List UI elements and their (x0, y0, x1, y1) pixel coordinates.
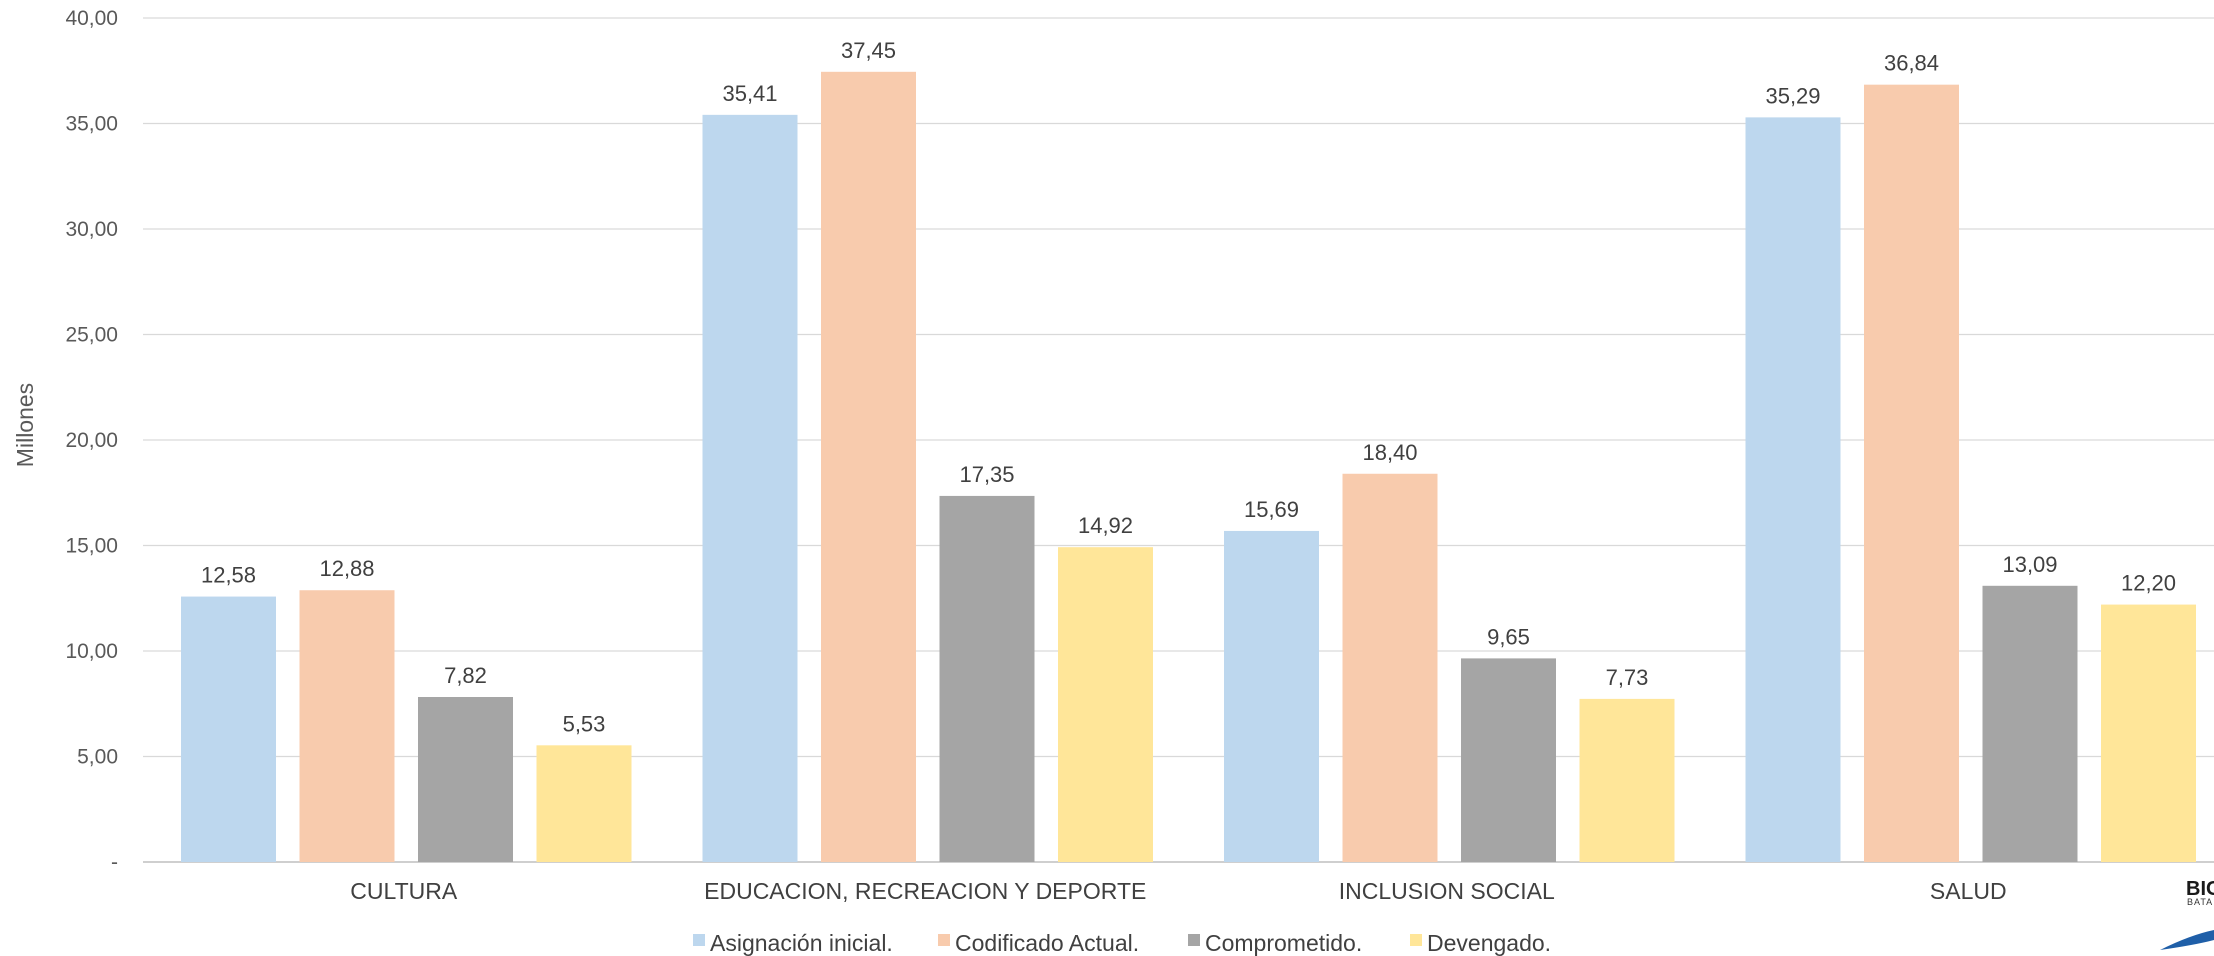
data-label: 14,92 (1078, 513, 1133, 538)
data-label: 35,29 (1765, 83, 1820, 108)
y-tick-label: 20,00 (65, 429, 118, 452)
data-label: 35,41 (722, 81, 777, 106)
y-axis-label: Millones (12, 383, 38, 467)
data-labels: 12,58 12,88 7,82 5,53 35,41 37,45 17,35 14,92 15… (201, 38, 2176, 737)
legend-label: Devengado. (1427, 930, 1551, 956)
data-label: 7,73 (1606, 665, 1649, 690)
y-tick-label: 40,00 (65, 7, 118, 30)
legend-label: Codificado Actual. (955, 930, 1139, 956)
data-label: 17,35 (959, 462, 1014, 487)
bar (1579, 698, 1675, 862)
bar (1461, 658, 1556, 862)
legend-swatch (938, 934, 950, 946)
data-label: 12,58 (201, 563, 256, 588)
data-label: 7,82 (444, 663, 487, 688)
data-label: 12,88 (319, 556, 374, 581)
data-label: 36,84 (1884, 51, 1939, 76)
brand-logo: BIG BATA (2160, 878, 2214, 950)
bar (181, 596, 276, 862)
data-label: 15,69 (1244, 497, 1299, 522)
x-category-label: CULTURA (350, 878, 458, 904)
bar (1224, 530, 1319, 862)
logo-subtext: BATA (2187, 897, 2213, 907)
legend-swatch (1410, 934, 1422, 946)
bar (939, 495, 1035, 862)
legend-label: Comprometido. (1205, 930, 1362, 956)
data-label: 37,45 (841, 38, 896, 63)
y-tick-label: 30,00 (65, 218, 118, 241)
logo-text: BIG (2186, 878, 2214, 900)
data-label: 18,40 (1362, 440, 1417, 465)
bar (1058, 547, 1153, 862)
x-category-label: SALUD (1930, 878, 2007, 904)
y-tick-label: 5,00 (77, 746, 118, 769)
bar (418, 696, 513, 862)
legend-swatch (693, 934, 705, 946)
bar (2101, 604, 2196, 862)
bar (1982, 585, 2078, 862)
legend-label: Asignación inicial. (710, 930, 893, 956)
bar (299, 590, 395, 862)
y-tick-label: 10,00 (65, 640, 118, 663)
bar (536, 745, 632, 862)
data-label: 13,09 (2002, 552, 2057, 577)
data-label: 9,65 (1487, 624, 1530, 649)
x-axis-categories: CULTURA EDUCACION, RECREACION Y DEPORTE IN… (350, 878, 2006, 904)
y-tick-label: 25,00 (65, 324, 118, 347)
data-label: 12,20 (2121, 571, 2176, 596)
bar (1342, 473, 1438, 862)
logo-swoosh (2160, 930, 2214, 950)
y-tick-label: - (111, 851, 118, 874)
y-tick-label: 35,00 (65, 113, 118, 136)
data-label: 5,53 (563, 711, 606, 736)
y-tick-label: 15,00 (65, 535, 118, 558)
y-axis-ticks: - 5,00 10,00 15,00 20,00 25,00 30,00 35,00 40,00 (65, 7, 118, 874)
x-category-label: INCLUSION SOCIAL (1339, 878, 1555, 904)
bar (1864, 84, 1959, 862)
legend-swatch (1188, 934, 1200, 946)
bar (702, 114, 798, 862)
bar (821, 71, 916, 863)
bars (181, 71, 2196, 863)
bar (1745, 117, 1841, 863)
legend: Asignación inicial. Codificado Actual. Com… (693, 930, 1551, 956)
x-category-label: EDUCACION, RECREACION Y DEPORTE (704, 878, 1146, 904)
